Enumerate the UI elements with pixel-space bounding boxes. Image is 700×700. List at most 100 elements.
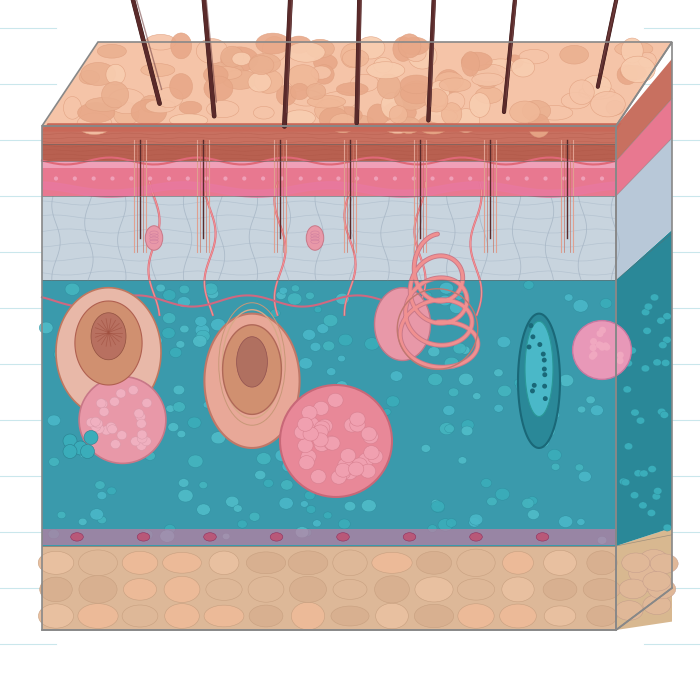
Ellipse shape	[473, 393, 481, 400]
Ellipse shape	[188, 455, 203, 468]
Ellipse shape	[510, 101, 540, 123]
Ellipse shape	[234, 346, 246, 355]
Ellipse shape	[559, 516, 573, 528]
Ellipse shape	[302, 403, 312, 412]
Ellipse shape	[86, 418, 96, 427]
Ellipse shape	[94, 424, 104, 433]
Ellipse shape	[533, 332, 548, 344]
Ellipse shape	[288, 551, 328, 575]
Ellipse shape	[598, 344, 606, 351]
Ellipse shape	[663, 313, 671, 320]
Ellipse shape	[344, 501, 356, 511]
Ellipse shape	[470, 514, 483, 525]
Ellipse shape	[440, 282, 454, 294]
Ellipse shape	[630, 491, 638, 498]
Ellipse shape	[438, 519, 453, 531]
Ellipse shape	[439, 78, 471, 92]
Ellipse shape	[414, 604, 454, 628]
Ellipse shape	[457, 549, 495, 577]
Ellipse shape	[117, 430, 127, 440]
Ellipse shape	[130, 389, 141, 398]
Ellipse shape	[338, 334, 353, 346]
Polygon shape	[91, 313, 126, 360]
Ellipse shape	[106, 64, 125, 85]
Ellipse shape	[111, 176, 115, 181]
Ellipse shape	[351, 74, 379, 92]
Ellipse shape	[361, 500, 376, 512]
Ellipse shape	[242, 176, 246, 181]
Ellipse shape	[90, 509, 104, 520]
Ellipse shape	[78, 518, 87, 526]
Ellipse shape	[363, 430, 378, 444]
Ellipse shape	[547, 449, 561, 461]
Ellipse shape	[195, 324, 209, 336]
Ellipse shape	[578, 406, 586, 413]
Ellipse shape	[386, 396, 400, 407]
Ellipse shape	[395, 85, 428, 110]
Ellipse shape	[371, 428, 379, 434]
Ellipse shape	[398, 34, 421, 58]
Ellipse shape	[218, 412, 232, 425]
Ellipse shape	[542, 426, 555, 437]
Ellipse shape	[542, 367, 547, 372]
Ellipse shape	[314, 55, 337, 71]
Ellipse shape	[134, 409, 146, 419]
Circle shape	[84, 430, 98, 444]
Ellipse shape	[496, 489, 510, 500]
Ellipse shape	[286, 36, 312, 53]
Ellipse shape	[589, 344, 596, 351]
Ellipse shape	[617, 357, 624, 364]
Ellipse shape	[95, 481, 105, 489]
Ellipse shape	[332, 550, 368, 575]
Ellipse shape	[333, 580, 367, 599]
Ellipse shape	[257, 412, 271, 424]
Ellipse shape	[97, 44, 127, 58]
Ellipse shape	[374, 57, 392, 73]
Ellipse shape	[532, 383, 537, 388]
Ellipse shape	[603, 344, 610, 351]
Ellipse shape	[643, 328, 651, 335]
Ellipse shape	[271, 359, 281, 368]
Ellipse shape	[436, 69, 461, 93]
Ellipse shape	[188, 417, 201, 428]
Ellipse shape	[644, 303, 652, 310]
Ellipse shape	[425, 89, 448, 112]
Ellipse shape	[393, 176, 397, 181]
Ellipse shape	[325, 436, 340, 450]
Ellipse shape	[657, 317, 665, 324]
Ellipse shape	[146, 99, 176, 113]
Ellipse shape	[622, 553, 650, 573]
Ellipse shape	[449, 176, 454, 181]
Ellipse shape	[197, 504, 210, 515]
Polygon shape	[42, 42, 672, 126]
Ellipse shape	[256, 33, 290, 54]
Ellipse shape	[78, 103, 115, 122]
Ellipse shape	[631, 409, 639, 416]
Ellipse shape	[233, 505, 242, 512]
Ellipse shape	[321, 92, 357, 109]
Ellipse shape	[290, 90, 323, 106]
Ellipse shape	[276, 85, 296, 106]
Ellipse shape	[246, 552, 286, 574]
Ellipse shape	[352, 458, 368, 472]
Ellipse shape	[543, 176, 547, 181]
Ellipse shape	[350, 412, 365, 426]
Ellipse shape	[130, 176, 134, 181]
Polygon shape	[42, 161, 616, 168]
Ellipse shape	[97, 491, 106, 500]
Ellipse shape	[223, 533, 230, 540]
Ellipse shape	[372, 552, 412, 573]
Ellipse shape	[600, 298, 612, 308]
Polygon shape	[42, 126, 616, 144]
Ellipse shape	[528, 323, 533, 328]
Ellipse shape	[386, 338, 400, 351]
Ellipse shape	[299, 358, 312, 369]
Ellipse shape	[457, 579, 495, 600]
Ellipse shape	[152, 337, 162, 345]
Ellipse shape	[313, 433, 328, 447]
Ellipse shape	[330, 113, 356, 133]
Ellipse shape	[270, 533, 283, 541]
Ellipse shape	[344, 418, 360, 432]
Ellipse shape	[652, 493, 661, 500]
Ellipse shape	[314, 307, 322, 313]
